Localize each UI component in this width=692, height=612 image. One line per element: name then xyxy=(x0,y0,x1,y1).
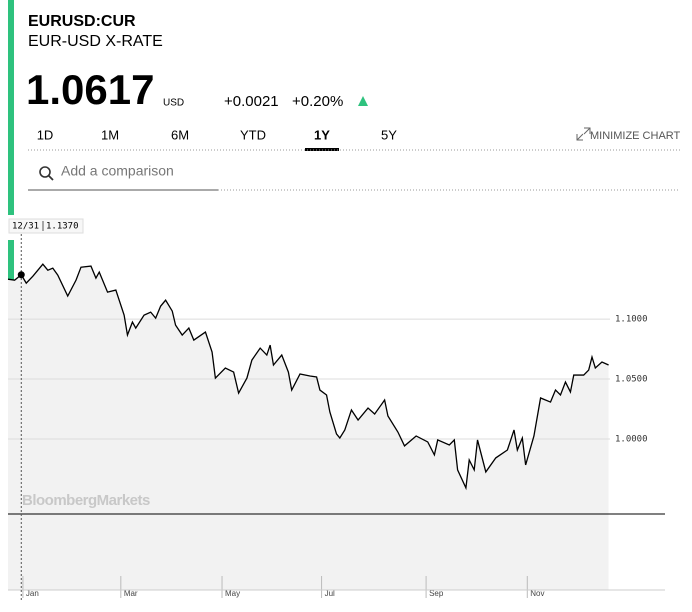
y-tick-label: 1.0500 xyxy=(615,375,648,385)
y-tick-label: 1.1000 xyxy=(615,315,648,325)
range-tab[interactable]: 1M xyxy=(101,127,119,142)
range-tab[interactable]: 1D xyxy=(37,127,54,142)
x-tick-label: Mar xyxy=(124,589,138,598)
accent-bar xyxy=(8,0,14,215)
hover-value: 1.1370 xyxy=(46,222,79,232)
range-tab[interactable]: 6M xyxy=(171,127,189,142)
area-fill xyxy=(8,264,609,590)
x-tick-label: May xyxy=(225,589,240,598)
minimize-chart[interactable]: MINIMIZE CHART xyxy=(590,130,681,142)
hover-point xyxy=(17,271,25,279)
x-tick-label: Jan xyxy=(26,589,39,598)
currency: USD xyxy=(163,98,184,109)
comparison-input[interactable]: Add a comparison xyxy=(61,163,174,179)
search-icon xyxy=(39,166,51,178)
range-tab[interactable]: YTD xyxy=(240,127,266,142)
change-pct: +0.20% xyxy=(292,93,343,110)
price: 1.0617 xyxy=(26,66,154,113)
up-arrow xyxy=(358,96,368,106)
hover-label-bg xyxy=(8,218,84,234)
x-tick-label: Nov xyxy=(530,589,544,598)
range-tab[interactable]: 1Y xyxy=(314,127,330,142)
x-tick-label: Jul xyxy=(325,589,335,598)
accent-bar xyxy=(8,240,14,280)
x-tick-label: Sep xyxy=(429,589,444,598)
instrument-name: EUR-USD X-RATE xyxy=(28,33,163,50)
price-line xyxy=(7,263,609,491)
change: +0.0021 xyxy=(224,93,279,110)
minimize-icon[interactable] xyxy=(576,127,591,141)
search-icon xyxy=(48,175,54,181)
range-tab[interactable]: 5Y xyxy=(381,127,397,142)
y-tick-label: 1.0000 xyxy=(615,434,648,444)
watermark: BloombergMarkets xyxy=(22,492,150,509)
hover-date: 12/31 xyxy=(12,222,39,232)
ticker: EURUSD:CUR xyxy=(28,13,136,30)
